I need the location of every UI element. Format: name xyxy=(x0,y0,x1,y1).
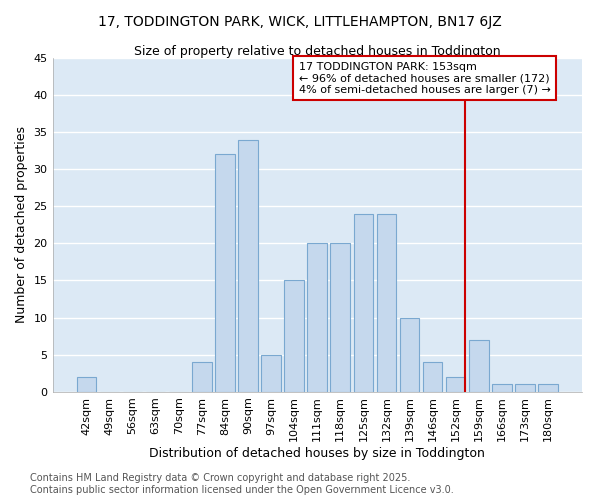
Bar xyxy=(515,384,535,392)
Bar xyxy=(377,214,396,392)
Bar xyxy=(331,244,350,392)
Bar xyxy=(215,154,235,392)
Text: 17, TODDINGTON PARK, WICK, LITTLEHAMPTON, BN17 6JZ: 17, TODDINGTON PARK, WICK, LITTLEHAMPTON… xyxy=(98,15,502,29)
Bar xyxy=(192,362,212,392)
Bar xyxy=(284,280,304,392)
Bar xyxy=(492,384,512,392)
Bar xyxy=(353,214,373,392)
Y-axis label: Number of detached properties: Number of detached properties xyxy=(15,126,28,324)
Bar xyxy=(77,377,96,392)
Bar xyxy=(446,377,466,392)
Bar xyxy=(469,340,488,392)
Bar xyxy=(307,244,327,392)
Text: 17 TODDINGTON PARK: 153sqm
← 96% of detached houses are smaller (172)
4% of semi: 17 TODDINGTON PARK: 153sqm ← 96% of deta… xyxy=(299,62,551,95)
Title: Size of property relative to detached houses in Toddington: Size of property relative to detached ho… xyxy=(134,45,500,58)
Text: Contains HM Land Registry data © Crown copyright and database right 2025.
Contai: Contains HM Land Registry data © Crown c… xyxy=(30,474,454,495)
Bar xyxy=(400,318,419,392)
Bar xyxy=(538,384,558,392)
Bar xyxy=(238,140,258,392)
X-axis label: Distribution of detached houses by size in Toddington: Distribution of detached houses by size … xyxy=(149,447,485,460)
Bar xyxy=(261,354,281,392)
Bar xyxy=(423,362,442,392)
